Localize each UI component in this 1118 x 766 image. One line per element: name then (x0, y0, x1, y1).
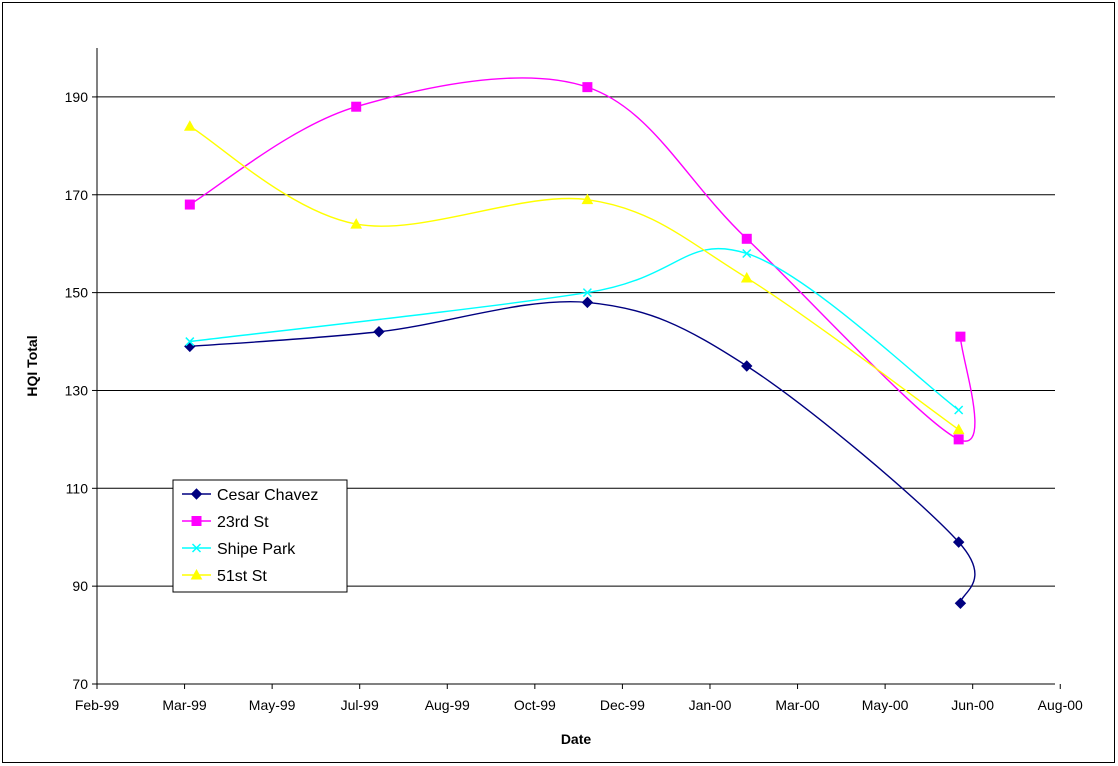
x-tick-label: Mar-00 (775, 697, 820, 713)
legend-item-cesar-chavez: Cesar Chavez (182, 487, 318, 504)
diamond-marker (581, 296, 594, 309)
y-axis-title: HQI Total (24, 335, 40, 396)
x-tick-label: Jan-00 (689, 697, 732, 713)
diamond-marker (954, 597, 967, 609)
series-23rd-st (184, 77, 976, 445)
x-tick-label: Aug-00 (1038, 697, 1083, 713)
triangle-marker (183, 120, 196, 131)
series-line-shipe-park (189, 247, 960, 411)
triangle-marker (350, 218, 363, 229)
series (183, 77, 976, 609)
x-tick-label: Oct-99 (514, 697, 556, 713)
y-tick-label: 170 (65, 187, 89, 203)
square-marker (741, 233, 752, 244)
x-tick-label: May-99 (249, 697, 296, 713)
x-marker-stroke (954, 405, 964, 415)
square-marker (191, 516, 202, 526)
x-tick-label: Mar-99 (162, 697, 207, 713)
x-marker (742, 248, 752, 259)
x-marker (191, 543, 202, 553)
x-tick-label: Jun-00 (951, 697, 994, 713)
legend-label: Cesar Chavez (217, 487, 318, 504)
diamond-marker (952, 536, 965, 548)
square-marker (184, 199, 195, 210)
x-tick-label: Dec-99 (600, 697, 645, 713)
legend-label: Shipe Park (217, 541, 296, 558)
x-marker (582, 288, 592, 298)
x-marker-stroke (185, 337, 195, 347)
y-tick-label: 190 (65, 89, 89, 105)
y-tick-label: 150 (65, 285, 89, 301)
y-tick-label: 130 (65, 382, 89, 398)
series-51st-st (183, 120, 965, 435)
series-shipe-park (185, 247, 964, 415)
legend-label: 23rd St (217, 514, 269, 531)
x-tick-label: Aug-99 (425, 697, 470, 713)
x-marker-stroke (191, 543, 202, 553)
x-tick-label: Jul-99 (341, 697, 379, 713)
square-marker (955, 331, 966, 342)
y-tick-label: 90 (72, 578, 88, 594)
square-marker (953, 434, 964, 445)
legend-item-23rd-st: 23rd St (182, 514, 269, 531)
x-marker (954, 405, 964, 415)
y-tick-label: 70 (72, 676, 88, 692)
axes: 70 90 110 130 150 170 190 Feb-99 Mar-99 May-99 Jul… (65, 48, 1083, 713)
legend-item-51st-st: 51st St (182, 568, 267, 585)
x-tick-label: May-00 (862, 697, 909, 713)
triangle-marker (581, 193, 594, 205)
square-marker (582, 82, 593, 93)
legend-label: 51st St (217, 568, 267, 585)
x-tick-label: Feb-99 (75, 697, 120, 713)
legend-box (172, 479, 348, 593)
triangle-marker (740, 271, 753, 283)
diamond-marker (741, 360, 753, 372)
diamond-marker (373, 326, 385, 338)
x-marker-stroke (582, 288, 592, 298)
x-marker-stroke (742, 248, 752, 259)
legend: Cesar Chavez 23rd St Shipe Park 51st St (172, 479, 348, 593)
y-tick-label: 110 (66, 480, 89, 496)
diamond-marker (190, 488, 203, 500)
x-axis-title: Date (561, 731, 592, 747)
x-marker (185, 337, 195, 347)
triangle-marker (190, 568, 203, 580)
square-marker (351, 101, 362, 112)
triangle-marker (952, 423, 965, 435)
legend-item-shipe-park: Shipe Park (182, 541, 296, 558)
